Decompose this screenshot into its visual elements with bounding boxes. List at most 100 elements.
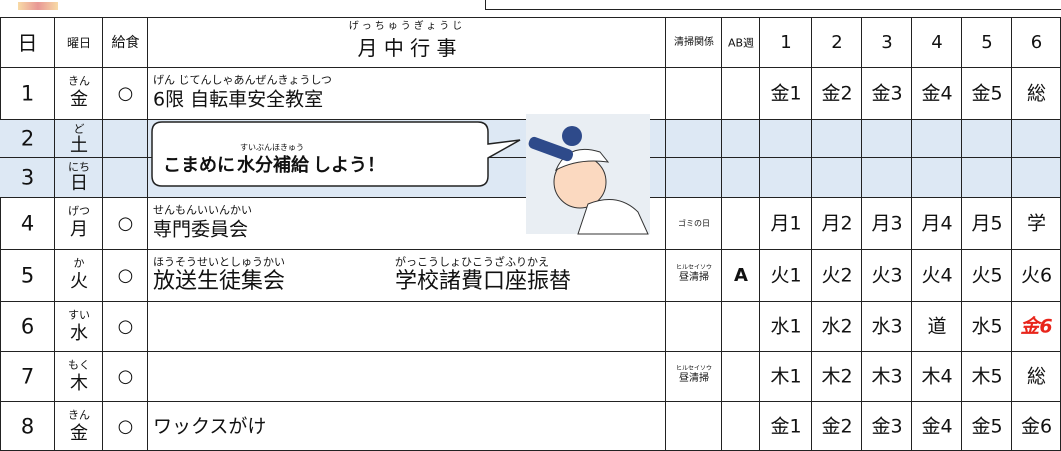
- event: ワックスがけ: [153, 415, 267, 437]
- cell: [0, 17, 55, 68]
- event: 6限 自転車安全教室: [153, 88, 324, 111]
- cell: [722, 120, 760, 158]
- period: 金6: [1020, 315, 1053, 338]
- period: 金2: [821, 82, 853, 105]
- day-number: 3: [20, 165, 35, 190]
- cleaning-ruby: ヒルセイソウ: [675, 365, 713, 372]
- event: 放送生徒集会: [153, 269, 286, 294]
- period: 火3: [871, 264, 903, 287]
- cell: [103, 198, 148, 250]
- cell: [666, 17, 722, 68]
- period: 火2: [821, 264, 853, 287]
- cell: [912, 17, 962, 68]
- cell: [148, 302, 666, 352]
- period: 金3: [871, 415, 903, 437]
- bubble-ruby: すいぶんほきゅう: [240, 143, 304, 152]
- event: 学校諸費口座振替: [395, 269, 572, 294]
- weekday: 土: [70, 135, 88, 156]
- weekday-ruby: げつ: [68, 204, 90, 218]
- period: 金1: [770, 415, 802, 437]
- header-period: 3: [881, 31, 893, 53]
- cell: [812, 17, 862, 68]
- period: 水5: [971, 315, 1003, 338]
- header-cleaning: 清掃関係: [674, 36, 714, 48]
- cell: [148, 68, 666, 120]
- weekday: 日: [70, 173, 88, 194]
- weekday-ruby: きん: [68, 408, 90, 422]
- cell: [862, 352, 912, 402]
- cleaning: 昼清掃: [679, 373, 709, 384]
- cell: [912, 302, 962, 352]
- period: 金5: [971, 415, 1003, 437]
- lunch: ○: [117, 83, 134, 104]
- weekday-ruby: もく: [68, 358, 90, 372]
- cell: [0, 352, 55, 402]
- header-period: 2: [831, 31, 843, 53]
- cell: [812, 250, 862, 302]
- period: 金4: [921, 415, 953, 437]
- period: 月5: [971, 212, 1003, 235]
- period: 水2: [821, 315, 853, 338]
- cell: [148, 17, 666, 68]
- cell: [0, 250, 55, 302]
- period: 木4: [921, 365, 953, 388]
- cell: [760, 120, 812, 158]
- cell: [55, 120, 103, 158]
- period: 金1: [770, 82, 802, 105]
- cell: [862, 158, 912, 198]
- weekday-ruby: ど: [73, 122, 85, 136]
- header-lunch: 給食: [111, 34, 140, 51]
- period: 金6: [1020, 415, 1053, 437]
- day-number: 4: [20, 211, 35, 236]
- header-ab: AB週: [727, 36, 755, 49]
- cell: [722, 198, 760, 250]
- cell: [666, 250, 722, 302]
- lunch: ○: [117, 415, 134, 437]
- top-box: [485, 0, 1061, 10]
- cell: [722, 158, 760, 198]
- event-ruby: せんもんいいんかい: [153, 203, 252, 217]
- cell: [0, 302, 55, 352]
- cell: [722, 352, 760, 402]
- period: 金3: [871, 82, 903, 105]
- table-frame: [0, 17, 1061, 451]
- cell: [1012, 158, 1061, 198]
- cell: [812, 352, 862, 402]
- period: 金5: [971, 82, 1003, 105]
- cell: [0, 120, 55, 158]
- weekday: 金: [70, 423, 88, 444]
- cell: [148, 352, 666, 402]
- cell: [103, 158, 148, 198]
- event-ruby: ほうそうせいとしゅうかい: [153, 255, 285, 269]
- cell: [103, 250, 148, 302]
- period: 火4: [921, 264, 953, 287]
- cell: [55, 198, 103, 250]
- cell: [962, 17, 1012, 68]
- cell: [862, 250, 912, 302]
- weekday: 金: [70, 89, 88, 110]
- cell: [812, 68, 862, 120]
- event: 専門委員会: [153, 218, 249, 241]
- cell: [666, 302, 722, 352]
- bubble-text: こまめに: [163, 155, 235, 176]
- day-number: 1: [20, 81, 35, 106]
- cell: [862, 68, 912, 120]
- cell: [666, 68, 722, 120]
- cell: [0, 158, 55, 198]
- cell: [760, 352, 812, 402]
- cell: [962, 120, 1012, 158]
- header-period: 4: [931, 31, 943, 53]
- weekday-ruby: すい: [68, 308, 90, 322]
- header-weekday: 曜日: [66, 35, 92, 50]
- weekday-ruby: にち: [68, 160, 90, 174]
- day-number: 5: [20, 263, 35, 288]
- cell: [103, 17, 148, 68]
- cell: [812, 198, 862, 250]
- period: 火1: [770, 264, 802, 287]
- cell: [912, 250, 962, 302]
- period: 木1: [770, 365, 802, 388]
- cell: [103, 352, 148, 402]
- top-decoration: [18, 2, 58, 10]
- period: 月4: [921, 212, 953, 235]
- bottle: [528, 136, 574, 162]
